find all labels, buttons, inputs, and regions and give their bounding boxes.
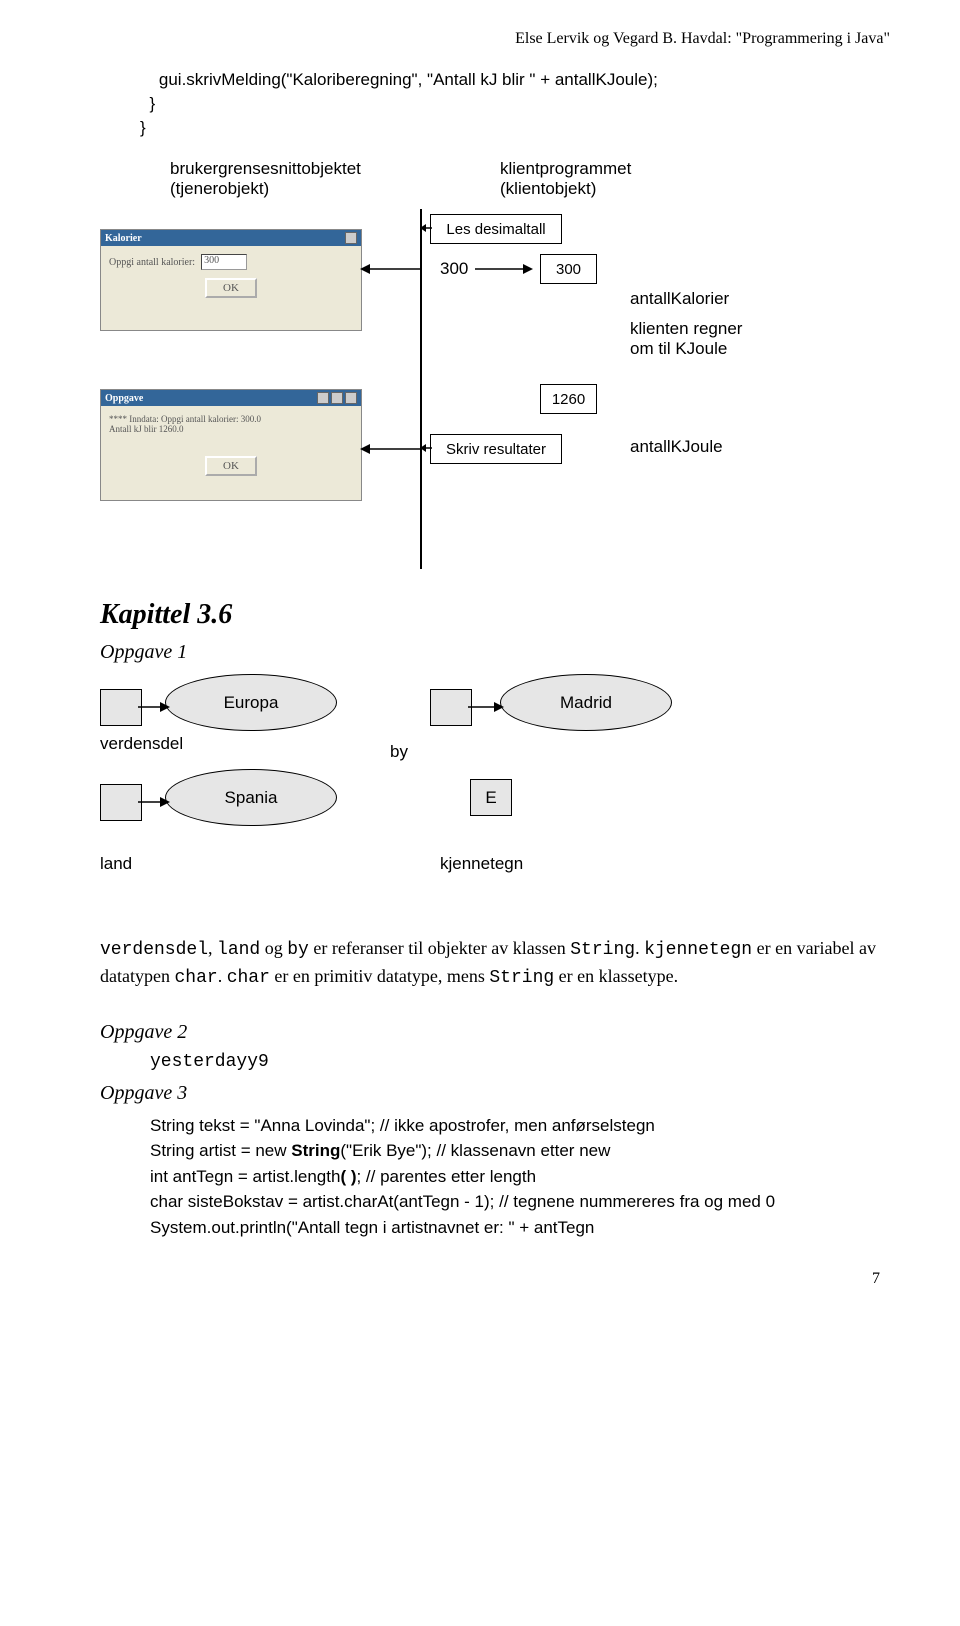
p1-b: ,	[208, 938, 217, 958]
c3-l1: String tekst = "Anna Lovinda"; // ikke a…	[150, 1113, 890, 1139]
code-line-1: gui.skrivMelding("Kaloriberegning", "Ant…	[140, 68, 890, 92]
paragraph-1: verdensdel, land og by er referanser til…	[100, 936, 890, 990]
p1-kjennetegn: kjennetegn	[644, 940, 752, 960]
seq-left-label-1: brukergrensesnittobjektet	[170, 159, 361, 178]
p1-char: char	[174, 968, 217, 988]
maximize-icon	[331, 392, 343, 404]
arrow-icon	[420, 219, 434, 237]
sequence-diagram: brukergrensesnittobjektet (tjenerobjekt)…	[100, 159, 890, 579]
c3-l3b: ( )	[340, 1167, 356, 1186]
c3-l5: System.out.println("Antall tegn i artist…	[150, 1215, 890, 1241]
page-number: 7	[100, 1270, 890, 1288]
ref-box-land	[100, 784, 142, 821]
oppgave-3-title: Oppgave 3	[100, 1082, 890, 1105]
arrow-icon	[138, 787, 172, 817]
seq-left-label: brukergrensesnittobjektet (tjenerobjekt)	[170, 159, 361, 199]
box-e: E	[470, 779, 512, 816]
oval-diagram: Europa verdensdel Madrid by Spania E	[100, 674, 890, 924]
arrow-icon	[475, 259, 535, 279]
val-300-right: 300	[556, 261, 581, 278]
header-caption: Else Lervik og Vegard B. Havdal: "Progra…	[100, 30, 890, 48]
p1-n: er en primitiv datatype, mens	[270, 966, 489, 986]
p1-verdensdel: verdensdel	[100, 940, 208, 960]
page: Else Lervik og Vegard B. Havdal: "Progra…	[0, 0, 960, 1328]
dialog-body-1: Oppgi antall kalorier: 300 OK	[101, 246, 361, 330]
oval-europa-label: Europa	[224, 693, 279, 713]
c3-l4: char sisteBokstav = artist.charAt(antTeg…	[150, 1189, 890, 1215]
ok-button[interactable]: OK	[205, 278, 257, 298]
oppgave-2-title: Oppgave 2	[100, 1021, 890, 1044]
val-300-left: 300	[440, 259, 468, 279]
arrow-icon	[360, 439, 440, 459]
note-antallkjoule: antallKJoule	[630, 437, 723, 457]
chapter-title: Kapittel 3.6	[100, 599, 890, 631]
oppgave-1-title: Oppgave 1	[100, 641, 890, 664]
msg-box-1: Les desimaltall	[430, 214, 562, 244]
note-antallkalorier: antallKalorier	[630, 289, 729, 309]
label-verdensdel: verdensdel	[100, 734, 183, 754]
c3-l2a: String artist = new	[150, 1141, 291, 1160]
msg-box-1-label: Les desimaltall	[446, 221, 545, 238]
val-1260: 1260	[552, 391, 585, 408]
c3-l2b: String	[291, 1141, 340, 1160]
p1-string: String	[570, 940, 635, 960]
note-line-b: om til KJoule	[630, 339, 727, 358]
p1-l: .	[218, 966, 227, 986]
close-icon	[345, 232, 357, 244]
c3-l3c: ; // parentes etter length	[356, 1167, 536, 1186]
oval-madrid-label: Madrid	[560, 693, 612, 713]
arrow-icon	[138, 692, 172, 722]
val-300-box: 300	[540, 254, 597, 284]
oval-europa: Europa	[165, 674, 337, 731]
label-kjennetegn: kjennetegn	[440, 854, 523, 874]
c3-l3a: int antTegn = artist.length	[150, 1167, 340, 1186]
c3-l2c: ("Erik Bye"); // klassenavn etter new	[340, 1141, 610, 1160]
label-land: land	[100, 854, 132, 874]
p1-char2: char	[227, 968, 270, 988]
ref-box-verdensdel	[100, 689, 142, 726]
dialog-titlebar-1: Kalorier	[101, 230, 361, 246]
ref-box-by	[430, 689, 472, 726]
p1-p: er en klassetype.	[554, 966, 678, 986]
dialog-window-1: Kalorier Oppgi antall kalorier: 300 OK	[100, 229, 362, 331]
code-block-3: String tekst = "Anna Lovinda"; // ikke a…	[150, 1113, 890, 1241]
seq-right-label-2: (klientobjekt)	[500, 179, 596, 198]
note-klient-regner: klienten regner om til KJoule	[630, 319, 742, 359]
p1-d: og	[260, 938, 287, 958]
dialog-titlebar-2: Oppgave	[101, 390, 361, 406]
arrow-icon	[360, 259, 440, 279]
ok-button[interactable]: OK	[205, 456, 257, 476]
seq-left-label-2: (tjenerobjekt)	[170, 179, 269, 198]
arrow-icon	[468, 692, 506, 722]
box-e-label: E	[485, 788, 496, 808]
oval-spania: Spania	[165, 769, 337, 826]
p1-land: land	[217, 940, 260, 960]
dialog-window-2: Oppgave **** Inndata: Oppgi antall kalor…	[100, 389, 362, 501]
seq-right-label-1: klientprogrammet	[500, 159, 631, 178]
oval-spania-label: Spania	[225, 788, 278, 808]
msg-box-2-label: Skriv resultater	[446, 441, 546, 458]
seq-right-label: klientprogrammet (klientobjekt)	[500, 159, 631, 199]
note-line-a: klienten regner	[630, 319, 742, 338]
p1-f: er referanser til objekter av klassen	[309, 938, 570, 958]
code-line-3: }	[140, 116, 890, 140]
c3-l2: String artist = new String("Erik Bye"); …	[150, 1138, 890, 1164]
p1-h: .	[635, 938, 644, 958]
p1-by: by	[287, 940, 309, 960]
yesterday: yesterdayy9	[150, 1052, 890, 1072]
code-line-2: }	[140, 92, 890, 116]
close-icon	[345, 392, 357, 404]
oval-madrid: Madrid	[500, 674, 672, 731]
label-by: by	[390, 742, 408, 762]
c3-l3: int antTegn = artist.length( ); // paren…	[150, 1164, 890, 1190]
val-1260-box: 1260	[540, 384, 597, 414]
msg-box-2: Skriv resultater	[430, 434, 562, 464]
dialog-body-2: **** Inndata: Oppgi antall kalorier: 300…	[101, 406, 361, 500]
p1-string2: String	[489, 968, 554, 988]
minimize-icon	[317, 392, 329, 404]
